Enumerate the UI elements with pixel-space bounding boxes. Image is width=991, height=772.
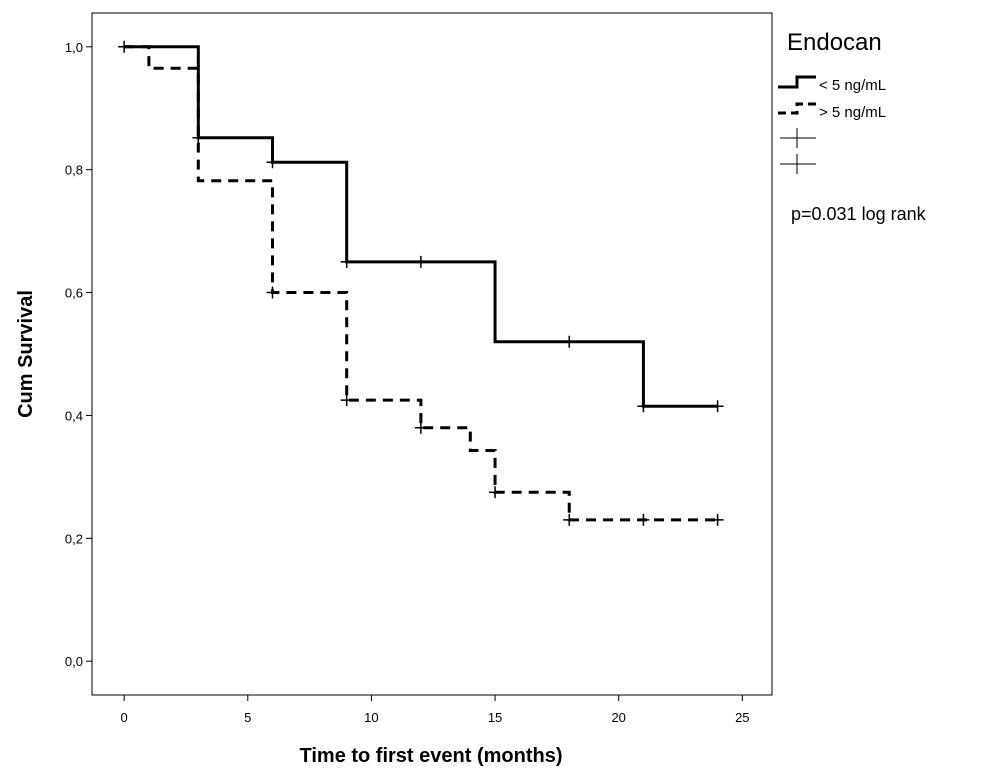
legend-solid-swatch [778,75,816,89]
x-axis-title: Time to first event (months) [300,745,563,767]
censor-mark [637,400,650,413]
censor-mark [340,255,353,268]
legend-title: Endocan [787,29,882,56]
y-tick-label: 0,8 [65,163,83,178]
y-axis: 0,0 0,2 0,4 0,6 0,8 1,0 [65,40,92,669]
censor-mark [192,131,205,144]
legend-label-below-5: < 5 ng/mL [819,77,886,94]
series-line-above-5 [124,45,718,522]
plot-frame [91,12,773,696]
legend: Endocan < 5 ng/mL > 5 ng/mL [778,29,886,174]
censor-mark [637,513,650,526]
y-axis-title: Cum Survival [15,290,37,418]
x-tick-label: 5 [244,710,251,725]
censor-mark [563,335,576,348]
p-value-annotation: p=0.031 log rank [791,204,927,224]
y-tick-label: 0,6 [65,286,83,301]
x-tick-label: 10 [364,710,378,725]
censor-mark [266,156,279,169]
x-tick-label: 0 [121,710,128,725]
censor-mark [563,513,576,526]
x-tick-label: 25 [735,710,749,725]
censor-mark [711,400,724,413]
censor-mark [711,513,724,526]
legend-dashed-swatch [778,102,816,115]
censor-mark [340,394,353,407]
y-tick-label: 0,0 [65,654,83,669]
censor-mark [489,486,502,499]
series-layer [124,45,718,522]
legend-censor-mark-1 [780,128,816,148]
legend-censor-mark-2 [780,154,816,174]
x-tick-label: 15 [488,710,502,725]
series-line-below-5 [124,45,718,408]
y-tick-label: 0,4 [65,408,83,423]
x-tick-label: 20 [611,710,625,725]
censor-mark [118,40,131,53]
censor-mark [414,255,427,268]
censor-mark [266,286,279,299]
censor-marks [118,40,724,526]
censor-mark [414,421,427,434]
y-tick-label: 0,2 [65,531,83,546]
y-tick-label: 1,0 [65,40,83,55]
legend-label-above-5: > 5 ng/mL [819,104,886,121]
x-axis: 0 5 10 15 20 25 [121,695,750,725]
